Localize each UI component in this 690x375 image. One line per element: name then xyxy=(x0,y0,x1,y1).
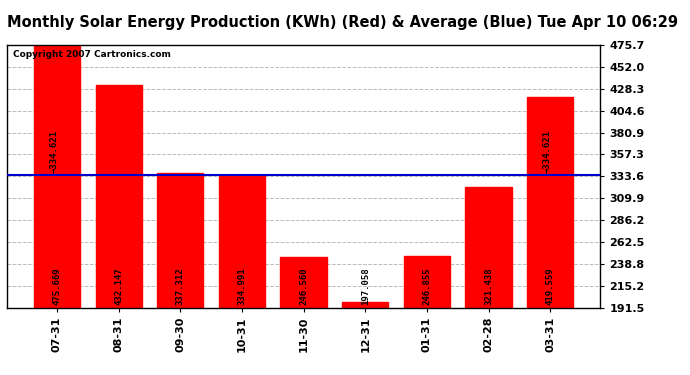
Text: 246.855: 246.855 xyxy=(422,267,431,305)
Bar xyxy=(280,256,327,307)
Text: 246.560: 246.560 xyxy=(299,267,308,305)
Bar xyxy=(404,256,450,307)
Bar xyxy=(342,302,388,307)
Text: 432.147: 432.147 xyxy=(114,267,123,305)
Text: 197.058: 197.058 xyxy=(361,267,370,305)
Text: Monthly Solar Energy Production (KWh) (Red) & Average (Blue) Tue Apr 10 06:29: Monthly Solar Energy Production (KWh) (R… xyxy=(7,15,678,30)
Bar xyxy=(95,85,141,308)
Text: 321.438: 321.438 xyxy=(484,267,493,305)
Text: 475.669: 475.669 xyxy=(52,267,61,305)
Text: Copyright 2007 Cartronics.com: Copyright 2007 Cartronics.com xyxy=(13,50,170,59)
Bar xyxy=(466,188,512,308)
Text: 337.312: 337.312 xyxy=(176,267,185,305)
Bar xyxy=(157,173,204,308)
Bar xyxy=(219,175,265,308)
Text: 334.991: 334.991 xyxy=(237,267,246,305)
Bar xyxy=(34,45,80,308)
Text: →334.621: →334.621 xyxy=(50,129,59,172)
Bar xyxy=(527,97,573,308)
Text: 419.559: 419.559 xyxy=(546,267,555,305)
Text: →334.621: →334.621 xyxy=(542,129,551,172)
